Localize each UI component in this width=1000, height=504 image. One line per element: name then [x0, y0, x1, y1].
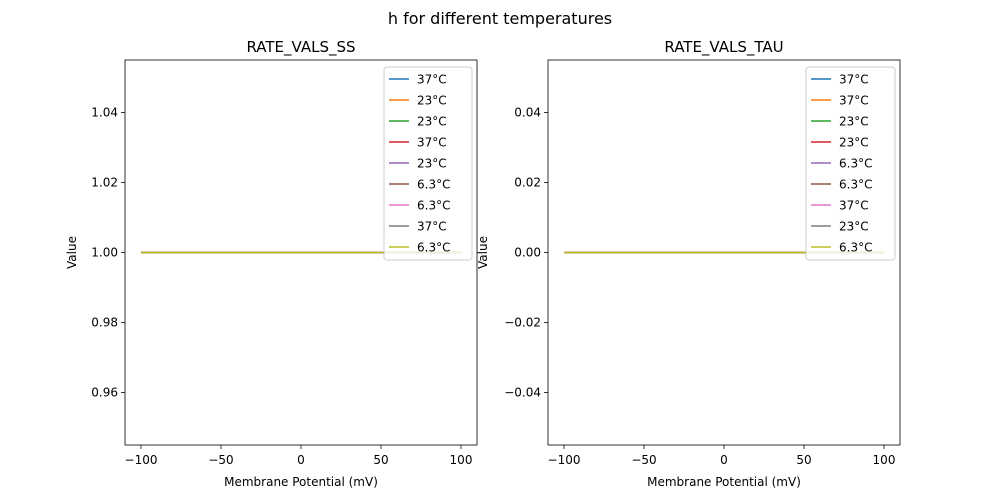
legend-label: 37°C	[417, 220, 447, 234]
figure-suptitle: h for different temperatures	[388, 9, 612, 28]
y-tick-label: 0.02	[514, 176, 541, 190]
legend-frame	[805, 66, 896, 261]
legend-label: 37°C	[417, 136, 447, 150]
y-tick-label: 0.98	[91, 316, 118, 330]
y-tick-label: 1.00	[91, 246, 118, 260]
legend: 37°C 37°C 23°C 23°C 6.3°C 6.3°C 37°C 23°C 6.3°C	[805, 66, 896, 261]
legend-label: 23°C	[839, 220, 869, 234]
y-tick-label: 0.04	[514, 106, 541, 120]
legend-item: 23°C	[389, 157, 447, 171]
legend-item: 37°C	[389, 220, 447, 234]
legend-item: 6.3°C	[389, 241, 450, 255]
x-tick-label: 100	[450, 453, 473, 467]
x-axis-label: Membrane Potential (mV)	[647, 475, 801, 489]
legend-label: 23°C	[417, 157, 447, 171]
legend-item: 6.3°C	[811, 178, 872, 192]
x-tick-label: 0	[297, 453, 305, 467]
y-tick-label: 0.96	[91, 386, 118, 400]
y-tick-label: 1.02	[91, 176, 118, 190]
legend-label: 37°C	[839, 199, 869, 213]
legend-item: 23°C	[811, 136, 869, 150]
x-tick-label: −50	[208, 453, 233, 467]
legend-frame	[383, 66, 473, 261]
legend-item: 37°C	[389, 73, 447, 87]
legend-item: 23°C	[811, 220, 869, 234]
legend-item: 23°C	[389, 94, 447, 108]
y-axis-label: Value	[65, 236, 79, 269]
legend-label: 6.3°C	[839, 178, 872, 192]
subplot-title: RATE_VALS_TAU	[664, 38, 783, 57]
y-tick-label: 0.00	[514, 246, 541, 260]
x-tick-label: −50	[631, 453, 656, 467]
legend-item: 6.3°C	[389, 199, 450, 213]
x-tick-label: −100	[548, 453, 581, 467]
legend-item: 6.3°C	[811, 157, 872, 171]
x-tick-label: 50	[373, 453, 388, 467]
legend-label: 6.3°C	[417, 199, 450, 213]
legend-label: 37°C	[839, 94, 869, 108]
legend-label: 37°C	[417, 73, 447, 87]
x-tick-label: 0	[720, 453, 728, 467]
legend-item: 37°C	[811, 94, 869, 108]
legend-label: 23°C	[417, 115, 447, 129]
legend: 37°C 23°C 23°C 37°C 23°C 6.3°C 6.3°C 37°C 6.3°C	[383, 66, 473, 261]
legend-item: 37°C	[389, 136, 447, 150]
y-tick-label: −0.02	[504, 316, 541, 330]
legend-item: 37°C	[811, 199, 869, 213]
x-axis-label: Membrane Potential (mV)	[224, 475, 378, 489]
legend-label: 23°C	[839, 115, 869, 129]
legend-label: 23°C	[839, 136, 869, 150]
subplot-1: −100 −50 0 50 100 0.96 0.98 1.00 1.02 1.04 RATE_VA…	[65, 38, 478, 489]
legend-item: 23°C	[389, 115, 447, 129]
subplot-2: −100 −50 0 50 100 −0.04 −0.02 0.00 0.02 0.04 RATE_…	[476, 38, 901, 489]
legend-label: 6.3°C	[417, 241, 450, 255]
legend-item: 37°C	[811, 73, 869, 87]
legend-item: 6.3°C	[811, 241, 872, 255]
x-tick-label: 100	[873, 453, 896, 467]
y-tick-label: 1.04	[91, 106, 118, 120]
subplot-title: RATE_VALS_SS	[246, 38, 355, 57]
x-tick-label: 50	[796, 453, 811, 467]
x-tick-label: −100	[125, 453, 158, 467]
legend-label: 6.3°C	[417, 178, 450, 192]
legend-label: 23°C	[417, 94, 447, 108]
y-tick-label: −0.04	[504, 386, 541, 400]
legend-item: 6.3°C	[389, 178, 450, 192]
legend-label: 6.3°C	[839, 241, 872, 255]
legend-label: 37°C	[839, 73, 869, 87]
legend-label: 6.3°C	[839, 157, 872, 171]
y-axis-label: Value	[476, 236, 490, 269]
legend-item: 23°C	[811, 115, 869, 129]
